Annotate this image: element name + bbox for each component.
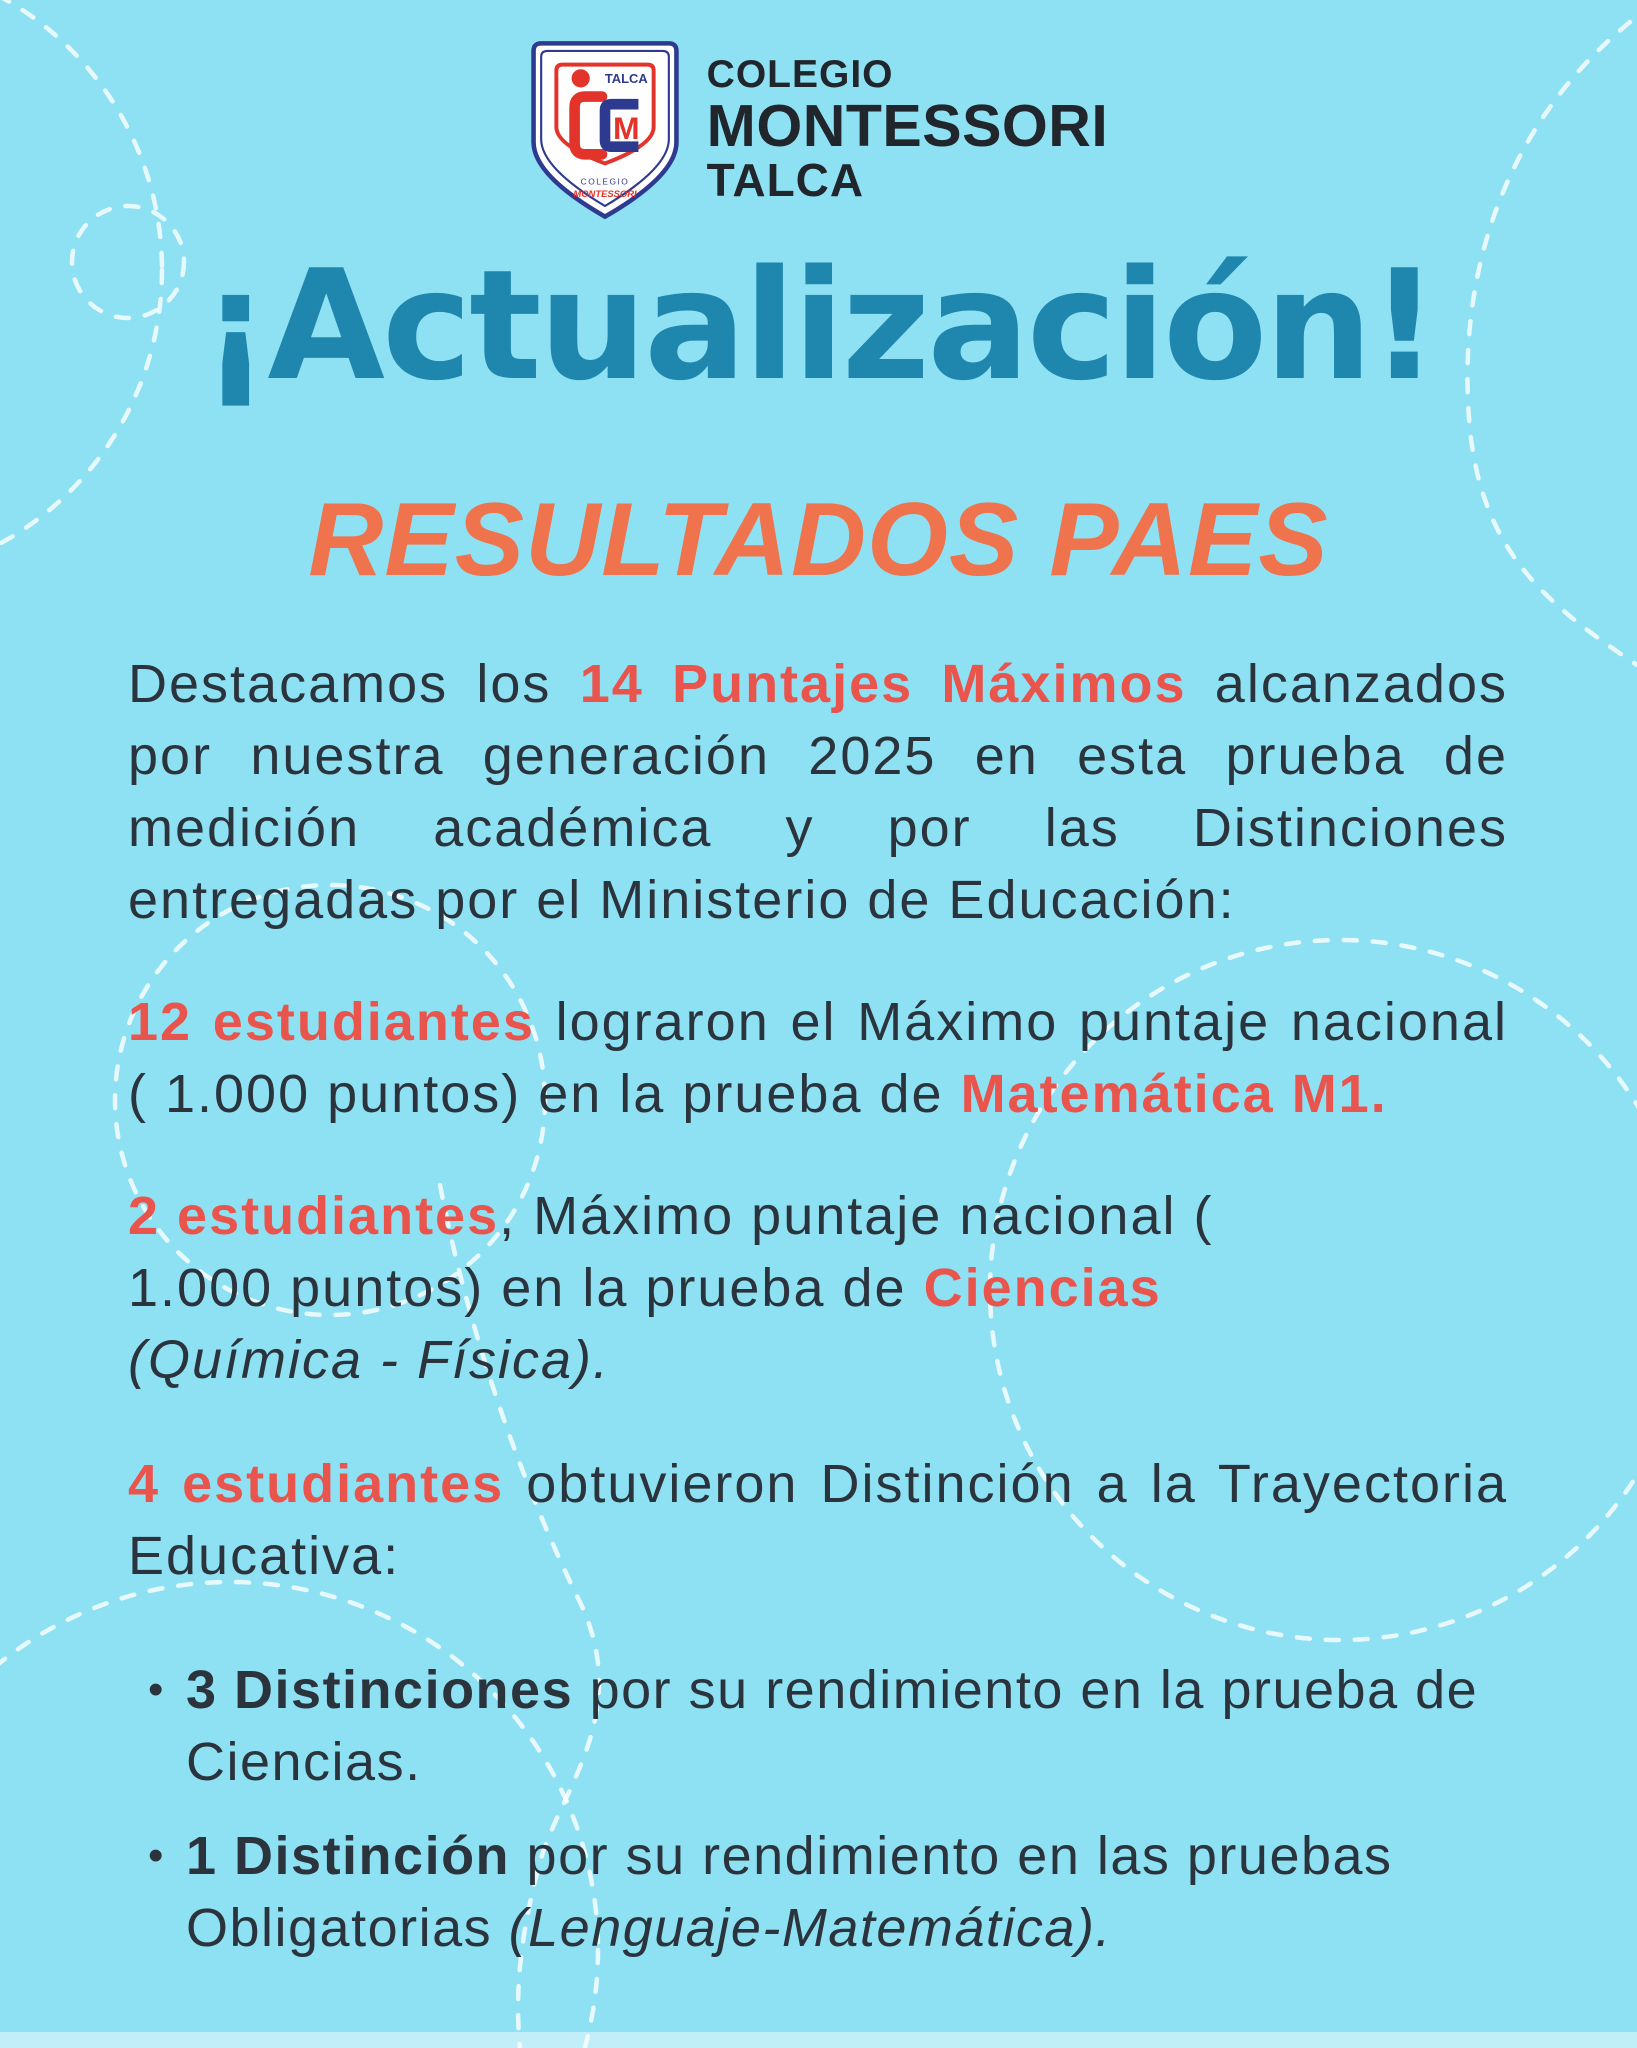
crest-dot-icon: [571, 69, 590, 88]
school-name: COLEGIO MONTESSORI TALCA: [707, 55, 1109, 205]
crest-talca-label: TALCA: [605, 71, 648, 86]
highlight-matematica-m1: Matemática M1.: [960, 1064, 1388, 1124]
crest-montessori-label: MONTESSORI: [573, 188, 637, 199]
page-title: ¡Actualización!: [201, 237, 1439, 414]
highlight-1-distinction: 1 Distinción: [186, 1826, 511, 1886]
crest-colegio-label: COLEGIO: [580, 177, 629, 187]
crest-red-c-icon: [568, 91, 607, 160]
text-segment: alcanzados por nuestra generación 2025 e…: [128, 654, 1508, 930]
highlight-2-students: 2 estudiantes: [128, 1186, 500, 1246]
text-segment: por su rendimiento en las pruebas Obliga…: [186, 1826, 1393, 1958]
paragraph-intro: Destacamos los 14 Puntajes Máximos alcan…: [128, 648, 1508, 936]
school-name-line3: TALCA: [706, 154, 865, 207]
bottom-strip-decoration: [0, 2032, 1637, 2048]
highlight-ciencias: Ciencias: [923, 1258, 1162, 1318]
paragraph-math: 12 estudiantes lograron el Máximo puntaj…: [128, 986, 1508, 1130]
crest-monogram: M: [613, 110, 640, 146]
text-segment: , Máximo puntaje nacional ( 1.000 puntos…: [128, 1186, 1214, 1318]
highlight-12-students: 12 estudiantes: [128, 992, 535, 1052]
text-segment: (Lenguaje-Matemática).: [508, 1898, 1112, 1958]
text-segment: Destacamos los: [128, 654, 580, 714]
text-segment: obtuvieron Distinción a la Trayectoria E…: [128, 1454, 1508, 1586]
text-segment: (Química - Física).: [128, 1330, 611, 1390]
list-item: 1 Distinción por su rendimiento en las p…: [128, 1820, 1508, 1964]
text-segment: lograron el Máximo puntaje nacional ( 1.…: [128, 992, 1508, 1124]
distinction-list: 3 Distinciones por su rendimiento en la …: [128, 1654, 1508, 1964]
logo-header: TALCA M COLEGIO MONTESSORI COLEGIO MONTE…: [0, 38, 1637, 222]
paragraph-science: 2 estudiantes, Máximo puntaje nacional (…: [128, 1180, 1278, 1396]
text-segment: por su rendimiento en la prueba de Cienc…: [186, 1660, 1479, 1792]
crest-red-frame: [554, 62, 656, 166]
list-item: 3 Distinciones por su rendimiento en la …: [128, 1654, 1508, 1798]
school-crest-logo: TALCA M COLEGIO MONTESSORI: [530, 41, 679, 220]
school-name-line2: MONTESSORI: [706, 92, 1109, 159]
paragraph-distinction: 4 estudiantes obtuvieron Distinción a la…: [128, 1448, 1508, 1592]
highlight-max-scores: 14 Puntajes Máximos: [579, 654, 1187, 714]
highlight-3-distinctions: 3 Distinciones: [186, 1660, 574, 1720]
page-subtitle: RESULTADOS PAES: [308, 482, 1329, 598]
crest-inner-border: [539, 49, 670, 208]
highlight-4-students: 4 estudiantes: [128, 1454, 505, 1514]
crest-blue-c-icon: [599, 98, 639, 153]
school-name-line1: COLEGIO: [706, 53, 894, 97]
announcement-body: Destacamos los 14 Puntajes Máximos alcan…: [128, 648, 1508, 1964]
